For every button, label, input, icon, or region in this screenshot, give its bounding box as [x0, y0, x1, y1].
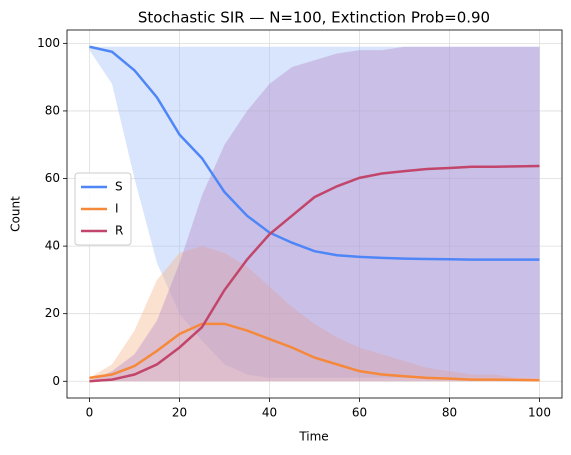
series-line [89, 164, 540, 383]
legend-label: I [115, 202, 119, 216]
series-line [89, 45, 540, 261]
y-tick-label: 80 [45, 103, 60, 117]
y-axis-label: Count [9, 196, 23, 232]
x-axis-label: Time [298, 430, 328, 444]
y-tick-label: 0 [52, 374, 60, 388]
band [89, 46, 540, 378]
y-tick-label: 20 [45, 306, 60, 320]
series-line [89, 322, 540, 382]
x-tick-label: 80 [442, 406, 457, 420]
x-tick-label: 20 [172, 406, 187, 420]
axes-frame [66, 29, 563, 399]
band [89, 46, 540, 382]
legend-label: R [115, 224, 123, 238]
x-tick-label: 60 [352, 406, 367, 420]
x-tick-label: 40 [262, 406, 277, 420]
plot-area [67, 30, 562, 398]
y-tick-label: 60 [45, 171, 60, 185]
band [89, 246, 540, 382]
y-tick-label: 100 [37, 36, 60, 50]
legend: SIR [74, 172, 132, 246]
legend-label: S [115, 180, 123, 194]
x-tick-label: 100 [528, 406, 551, 420]
x-tick-label: 0 [86, 406, 94, 420]
chart-title: Stochastic SIR — N=100, Extinction Prob=… [138, 9, 490, 27]
y-tick-label: 40 [45, 239, 60, 253]
